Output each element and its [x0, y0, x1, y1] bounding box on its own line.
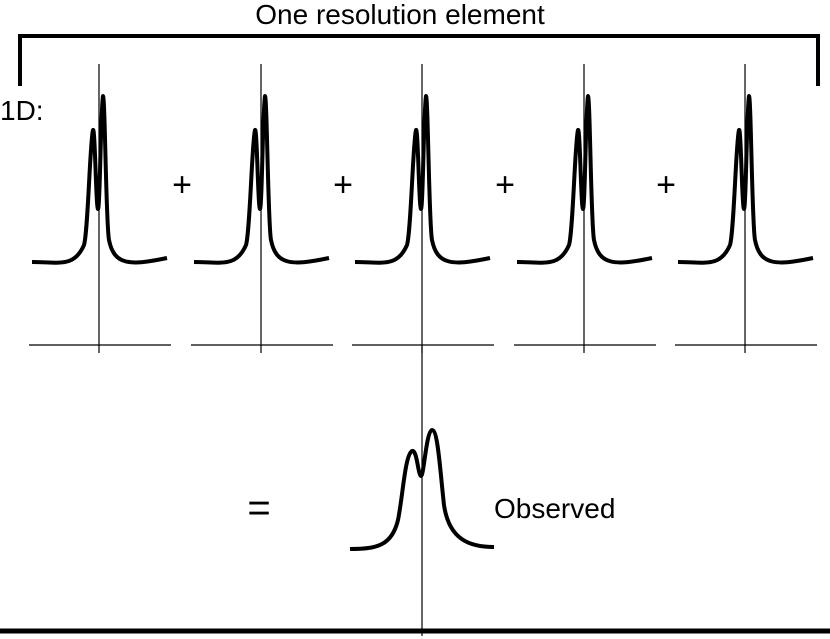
observed-label: Observed — [494, 493, 615, 524]
equals-sign: = — [247, 486, 270, 530]
dimension-label: 1D: — [0, 95, 44, 126]
component-profile — [677, 94, 814, 265]
plus-sign: + — [495, 166, 515, 204]
component-profiles — [29, 64, 817, 353]
plus-sign: + — [656, 166, 676, 204]
component-profile — [516, 94, 653, 265]
component-profile — [354, 94, 491, 265]
component-panel — [29, 64, 171, 353]
component-panel — [352, 64, 494, 353]
plus-sign: + — [172, 166, 192, 204]
plus-sign: + — [333, 166, 353, 204]
component-profile — [31, 94, 168, 265]
component-panel — [514, 64, 656, 353]
component-profile — [193, 94, 330, 265]
component-panel — [191, 64, 333, 353]
component-panel — [675, 64, 817, 353]
diagram-title: One resolution element — [255, 0, 545, 30]
observed-profile — [349, 428, 495, 551]
resolution-bracket — [18, 34, 820, 86]
